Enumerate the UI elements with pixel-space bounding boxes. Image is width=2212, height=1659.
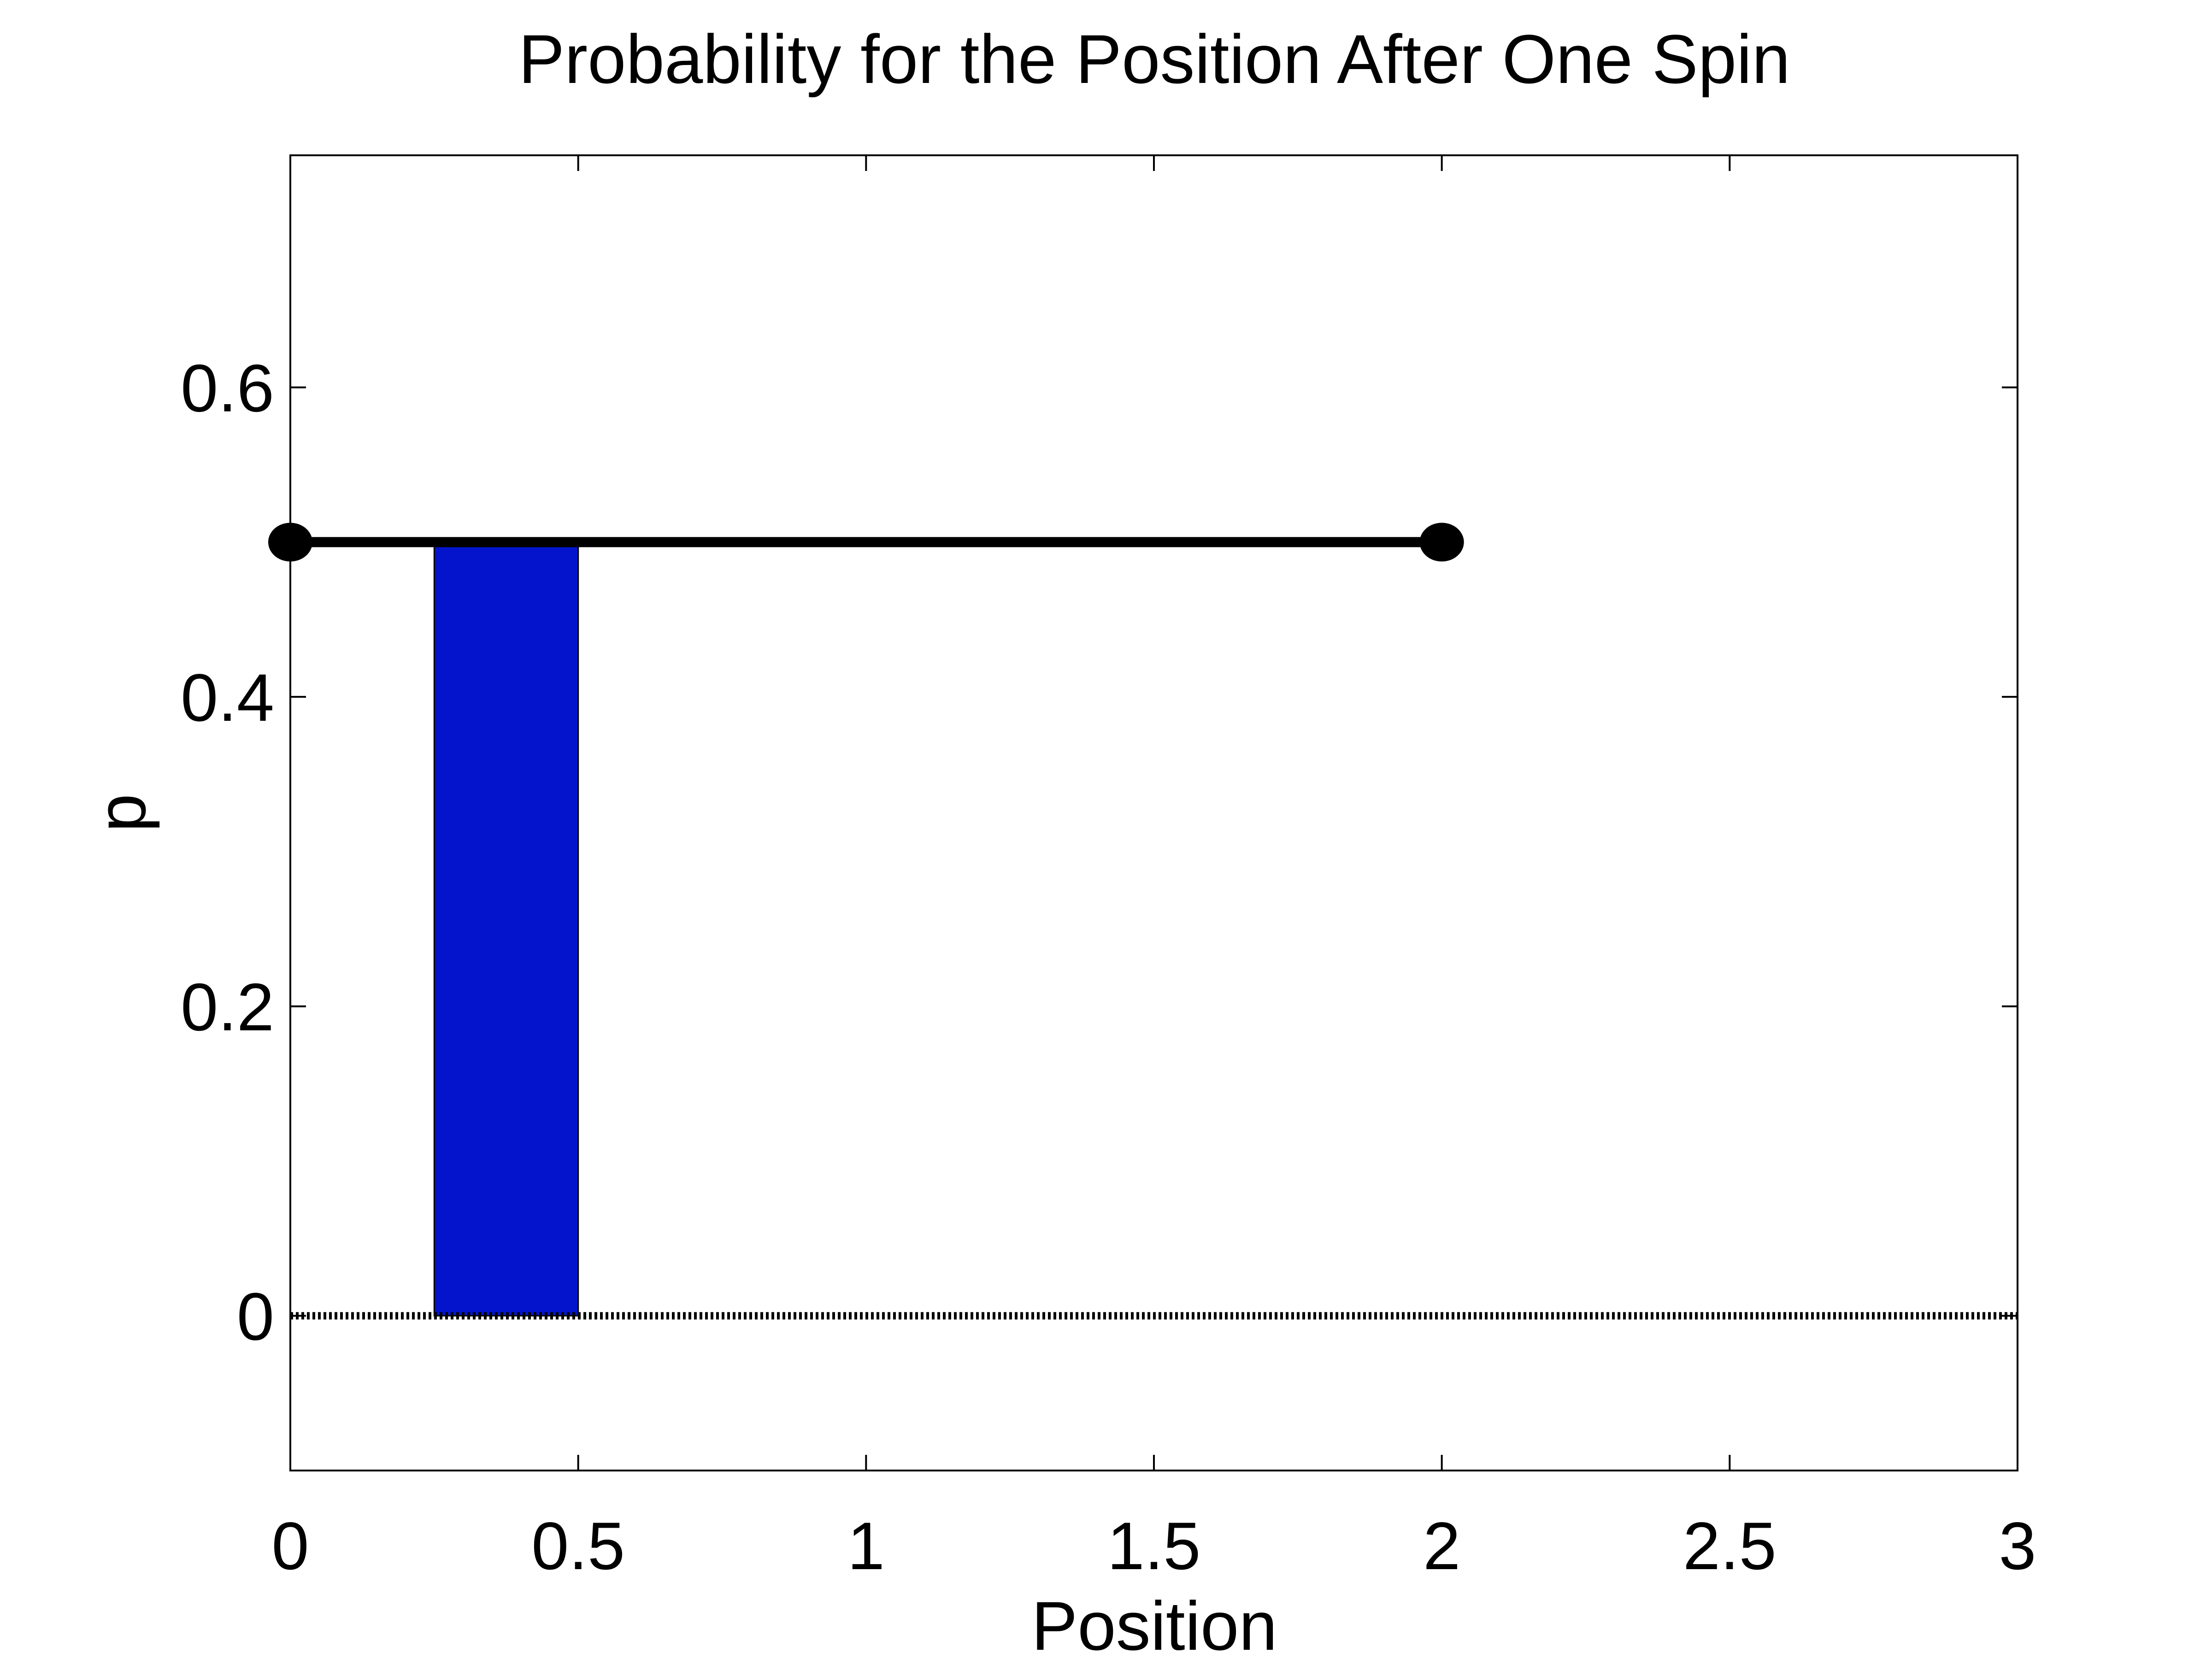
x-tick-label: 1 [847,1508,885,1583]
x-tick-label: 1.5 [1107,1508,1201,1583]
x-tick-label: 0.5 [531,1508,625,1583]
x-tick-label: 0 [271,1508,309,1583]
probability-bar [433,541,579,1317]
x-tick-label: 2 [1423,1508,1460,1583]
x-tick-label: 2.5 [1683,1508,1777,1583]
x-axis-label: Position [1031,1587,1277,1659]
y-tick-label: 0.2 [181,970,274,1045]
y-tick-label: 0.6 [181,351,274,426]
y-tick-label: 0.4 [181,660,274,735]
y-tick-label: 0 [237,1279,274,1354]
x-tick-label: 3 [1999,1508,2036,1583]
chart-title: Probability for the Position After One S… [518,20,1790,98]
segment-endpoint-dot [1419,523,1464,562]
y-axis-label: p [82,794,160,832]
segment-endpoint-dot [268,523,312,562]
